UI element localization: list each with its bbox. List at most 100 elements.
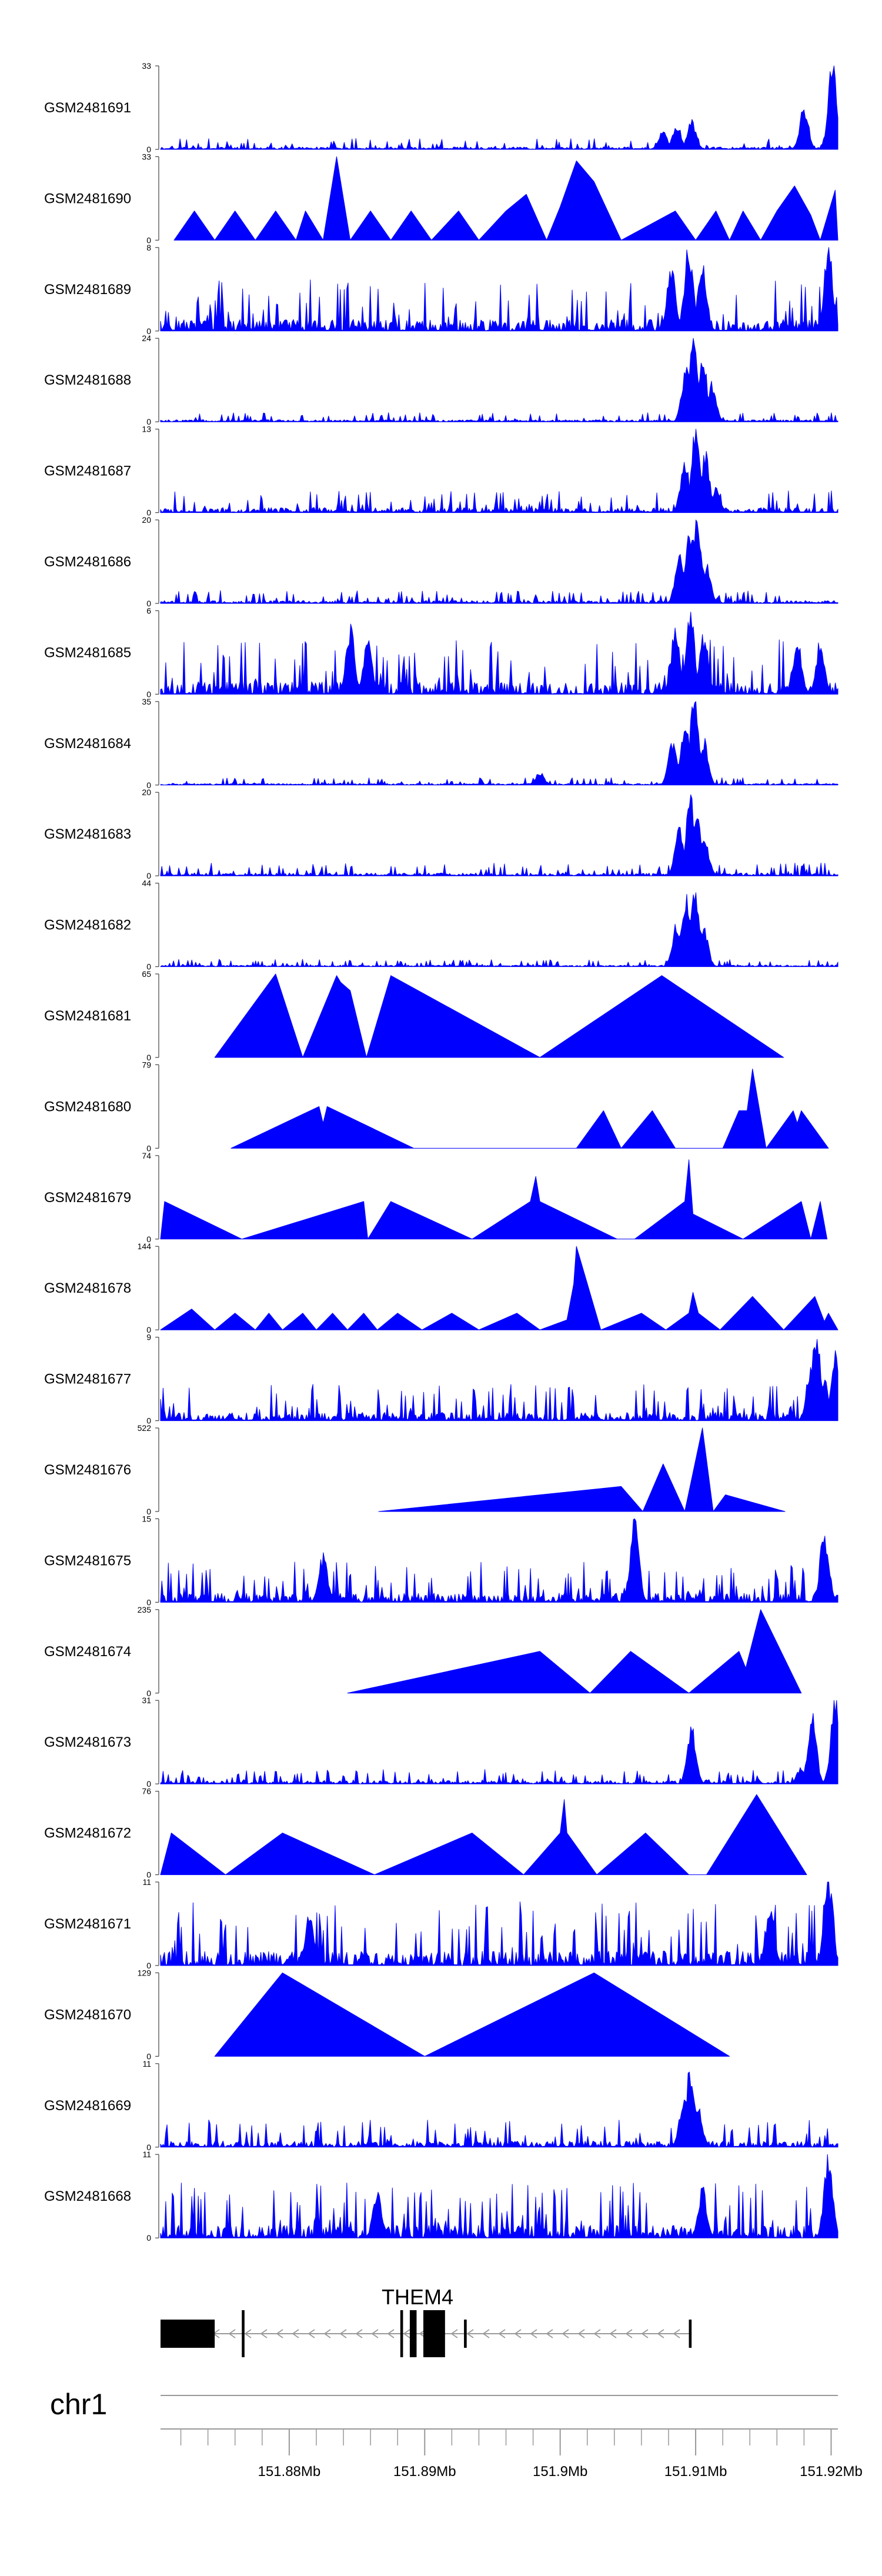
strand-arrow-icon [323, 2329, 331, 2338]
track-GSM2481682: GSM2481682 44 0 [44, 879, 838, 972]
coverage-area [160, 1518, 838, 1603]
y-axis-max-label: 20 [142, 788, 151, 797]
track-GSM2481679: GSM2481679 74 0 [44, 1151, 828, 1244]
coverage-area [160, 2154, 838, 2238]
track-label: GSM2481675 [44, 1553, 131, 1569]
coverage-tracks: GSM2481691330GSM2481690330GSM248168980GS… [44, 61, 838, 2243]
x-axis-tick-label: 151.88Mb [258, 2464, 321, 2480]
y-axis-min-label: 0 [146, 689, 151, 699]
y-axis-max-label: 31 [142, 1696, 151, 1705]
strand-arrow-icon [498, 2329, 506, 2338]
track-label: GSM2481674 [44, 1644, 131, 1660]
coverage-area [160, 2071, 838, 2148]
coverage-area [160, 1246, 838, 1330]
strand-arrow-icon [292, 2329, 299, 2338]
y-axis-max-label: 129 [138, 1968, 152, 1977]
y-axis-min-label: 0 [146, 871, 151, 880]
gene-exon [423, 2310, 445, 2357]
track-label: GSM2481686 [44, 554, 131, 570]
y-axis-min-label: 0 [146, 508, 151, 518]
track-label: GSM2481680 [44, 1099, 131, 1115]
track-label: GSM2481682 [44, 917, 131, 933]
y-axis-min-label: 0 [146, 2233, 151, 2243]
y-axis-min-label: 0 [146, 599, 151, 608]
y-axis-max-label: 9 [146, 1333, 151, 1342]
coverage-area [160, 1159, 828, 1240]
coverage-area [347, 1609, 802, 1694]
chromosome-label: chr1 [50, 2388, 107, 2421]
track-GSM2481680: GSM2481680 79 0 [44, 1060, 829, 1153]
y-axis-min-label: 0 [146, 1870, 151, 1880]
track-label: GSM2481671 [44, 1916, 131, 1932]
gene-exon [242, 2310, 245, 2357]
track-label: GSM2481673 [44, 1734, 131, 1750]
track-label: GSM2481677 [44, 1372, 131, 1387]
coverage-area [173, 156, 838, 241]
strand-arrow-icon [371, 2329, 379, 2338]
track-GSM2481690: GSM2481690 33 0 [44, 152, 838, 245]
track-label: GSM2481668 [44, 2188, 131, 2204]
coverage-area [160, 701, 838, 786]
x-axis-tick-label: 151.9Mb [533, 2464, 587, 2480]
y-axis-max-label: 65 [142, 969, 151, 979]
track-GSM2481675: GSM2481675 15 0 [44, 1514, 838, 1607]
y-axis-min-label: 0 [146, 417, 151, 426]
y-axis-max-label: 33 [142, 61, 151, 71]
track-label: GSM2481691 [44, 100, 131, 116]
coverage-area [160, 892, 838, 967]
y-axis-max-label: 11 [142, 2150, 151, 2159]
strand-arrow-icon [514, 2329, 522, 2338]
x-axis-tick-label: 151.89Mb [393, 2464, 456, 2480]
track-label: GSM2481687 [44, 463, 131, 479]
coverage-area [160, 612, 838, 695]
y-axis-min-label: 0 [146, 1416, 151, 1426]
x-axis-tick-label: 151.91Mb [664, 2464, 727, 2480]
coverage-area [160, 519, 838, 604]
y-axis-max-label: 33 [142, 152, 151, 161]
strand-arrow-icon [450, 2329, 458, 2338]
track-GSM2481688: GSM2481688 24 0 [44, 333, 838, 426]
track-GSM2481686: GSM2481686 20 0 [44, 515, 838, 608]
strand-arrow-icon [276, 2329, 283, 2338]
track-GSM2481681: GSM2481681 65 0 [44, 969, 784, 1062]
coverage-area [160, 429, 838, 513]
y-axis-max-label: 24 [142, 333, 151, 343]
y-axis-max-label: 522 [138, 1423, 152, 1433]
track-label: GSM2481681 [44, 1008, 131, 1024]
y-axis-min-label: 0 [146, 1325, 151, 1334]
track-label: GSM2481676 [44, 1462, 131, 1478]
y-axis-max-label: 20 [142, 515, 151, 525]
y-axis-max-label: 11 [142, 1877, 151, 1887]
y-axis-max-label: 79 [142, 1060, 151, 1069]
strand-arrow-icon [641, 2329, 649, 2338]
strand-arrow-icon [355, 2329, 363, 2338]
y-axis-max-label: 235 [138, 1605, 152, 1614]
coverage-area [160, 1700, 838, 1784]
y-axis-max-label: 13 [142, 425, 151, 434]
track-label: GSM2481679 [44, 1190, 131, 1206]
y-axis-min-label: 0 [146, 1597, 151, 1607]
y-axis-max-label: 44 [142, 879, 151, 888]
track-GSM2481685: GSM2481685 6 0 [44, 606, 838, 699]
y-axis-max-label: 35 [142, 697, 151, 706]
track-GSM2481691: GSM2481691 33 0 [44, 61, 838, 154]
strand-arrow-icon [673, 2329, 680, 2338]
gene-exon [409, 2310, 417, 2357]
track-label: GSM2481678 [44, 1280, 131, 1296]
genome-axis: chr1 151.88Mb 151.89Mb 151.9Mb 151.91Mb 151.… [50, 2388, 863, 2480]
y-axis-max-label: 11 [142, 2059, 151, 2068]
y-axis-min-label: 0 [146, 1234, 151, 1244]
strand-arrow-icon [403, 2329, 410, 2338]
track-GSM2481671: GSM2481671 11 0 [44, 1877, 838, 1970]
y-axis-min-label: 0 [146, 780, 151, 790]
y-axis-min-label: 0 [146, 326, 151, 336]
gene-annotation-track: THEM4 [161, 2285, 692, 2357]
gene-name-label: THEM4 [382, 2285, 453, 2309]
coverage-area [160, 247, 838, 332]
coverage-area [160, 1794, 807, 1876]
y-axis-max-label: 74 [142, 1151, 151, 1160]
y-axis-min-label: 0 [146, 2051, 151, 2061]
strand-arrow-icon [546, 2329, 553, 2338]
track-label: GSM2481690 [44, 191, 131, 206]
